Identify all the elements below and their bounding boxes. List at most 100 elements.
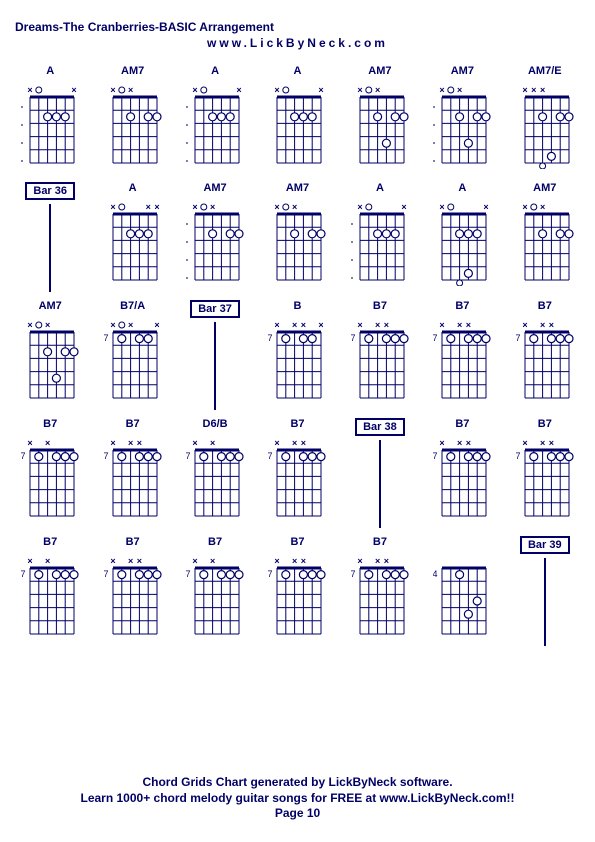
chord-fretboard: ×××7 — [104, 316, 162, 409]
svg-text:×: × — [375, 320, 380, 330]
svg-text:×: × — [466, 438, 471, 448]
chord-diagram-cell: B7×××7 — [262, 418, 332, 528]
svg-text:7: 7 — [351, 569, 356, 579]
bar-line — [49, 204, 51, 292]
svg-text:×: × — [45, 556, 50, 566]
chord-fretboard: ×× — [104, 81, 162, 174]
svg-text:×: × — [45, 320, 50, 330]
svg-text:×: × — [301, 320, 306, 330]
chord-diagram-cell: A×× — [262, 65, 332, 174]
chord-name-label: B7 — [538, 418, 552, 432]
svg-text:×: × — [192, 85, 197, 95]
chord-diagram-cell: AM7×× — [427, 65, 497, 174]
chord-diagram-cell: B7×××7 — [427, 300, 497, 410]
chord-name-label: B7 — [455, 418, 469, 432]
bar-marker: Bar 36 — [15, 182, 85, 292]
chord-diagram-cell: AM7 × × — [15, 300, 85, 410]
svg-text:4: 4 — [433, 569, 438, 579]
chord-diagram-cell: B7×××7 — [427, 418, 497, 528]
svg-text:×: × — [154, 202, 159, 212]
chord-diagram-cell: B7×××7 — [98, 536, 168, 646]
chord-name-label: A — [376, 182, 384, 196]
svg-text:×: × — [192, 202, 197, 212]
chord-diagram-cell: A×× — [15, 65, 85, 174]
svg-text:×: × — [440, 85, 445, 95]
chord-name-label: B7 — [126, 418, 140, 432]
chord-fretboard: ×× — [186, 81, 244, 174]
footer-line-2: Learn 1000+ chord melody guitar songs fo… — [0, 791, 595, 807]
song-title: Dreams-The Cranberries-BASIC Arrangement — [15, 20, 580, 34]
svg-text:×: × — [292, 438, 297, 448]
svg-text:×: × — [275, 202, 280, 212]
svg-text:×: × — [128, 556, 133, 566]
svg-text:×: × — [457, 85, 462, 95]
page-footer: Chord Grids Chart generated by LickByNec… — [0, 775, 595, 822]
chord-diagram-cell: B7×××7 — [510, 300, 580, 410]
chord-fretboard: ×× — [268, 81, 326, 174]
chord-name-label: B7 — [43, 536, 57, 550]
chord-diagram-cell: AM7×× — [510, 182, 580, 292]
svg-text:×: × — [522, 438, 527, 448]
chord-diagram-cell: B7×××7 — [510, 418, 580, 528]
svg-text:7: 7 — [268, 451, 273, 461]
svg-text:×: × — [357, 320, 362, 330]
svg-text:×: × — [440, 202, 445, 212]
svg-text:×: × — [301, 438, 306, 448]
svg-text:×: × — [319, 320, 324, 330]
svg-text:7: 7 — [268, 569, 273, 579]
svg-text:×: × — [154, 320, 159, 330]
chord-name-label: AM7 — [203, 182, 226, 196]
chord-fretboard: ×××7 — [516, 316, 574, 409]
bar-marker: Bar 37 — [180, 300, 250, 410]
svg-text:×: × — [28, 438, 33, 448]
svg-text:×: × — [357, 202, 362, 212]
bar-label: Bar 36 — [25, 182, 75, 200]
footer-line-1: Chord Grids Chart generated by LickByNec… — [0, 775, 595, 791]
svg-text:×: × — [110, 85, 115, 95]
svg-text:×: × — [28, 85, 33, 95]
svg-text:×: × — [292, 320, 297, 330]
svg-text:×: × — [522, 320, 527, 330]
svg-text:×: × — [45, 438, 50, 448]
svg-text:×: × — [540, 438, 545, 448]
svg-text:×: × — [210, 556, 215, 566]
chord-diagram-cell: B7××7 — [180, 536, 250, 646]
chord-fretboard: ×××7 — [104, 552, 162, 645]
chord-name-label: B7 — [373, 300, 387, 314]
svg-text:7: 7 — [104, 333, 109, 343]
bar-line — [379, 440, 381, 528]
chord-fretboard: ××××7 — [268, 316, 326, 409]
svg-text:×: × — [522, 85, 527, 95]
svg-text:×: × — [440, 320, 445, 330]
svg-text:7: 7 — [104, 569, 109, 579]
svg-text:×: × — [549, 320, 554, 330]
chord-diagram-cell: 4 — [427, 536, 497, 646]
chord-diagram-cell: B7××7 — [15, 418, 85, 528]
chord-fretboard: ×× — [433, 81, 491, 174]
chord-name-label: AM7 — [286, 182, 309, 196]
chord-fretboard: ×× — [433, 198, 491, 291]
svg-text:×: × — [292, 556, 297, 566]
chord-diagram-cell: A×× — [180, 65, 250, 174]
svg-text:×: × — [210, 202, 215, 212]
chord-name-label: AM7 — [39, 300, 62, 314]
svg-text:×: × — [549, 438, 554, 448]
svg-text:×: × — [128, 85, 133, 95]
chord-name-label: B7 — [538, 300, 552, 314]
svg-text:7: 7 — [351, 333, 356, 343]
chord-fretboard: ×××7 — [351, 552, 409, 645]
svg-text:×: × — [375, 556, 380, 566]
svg-text:×: × — [531, 85, 536, 95]
chord-name-label: D6/B — [203, 418, 228, 432]
chord-diagram-cell: A×× — [345, 182, 415, 292]
chord-diagram-cell: AM7/E××× — [510, 65, 580, 174]
svg-text:7: 7 — [516, 451, 521, 461]
svg-text:7: 7 — [433, 451, 438, 461]
chord-diagram-cell: B7×××7 — [345, 536, 415, 646]
svg-text:×: × — [319, 85, 324, 95]
svg-text:×: × — [375, 85, 380, 95]
svg-text:×: × — [466, 320, 471, 330]
svg-text:×: × — [28, 320, 33, 330]
chord-name-label: B7 — [43, 418, 57, 432]
page-number: Page 10 — [0, 806, 595, 822]
